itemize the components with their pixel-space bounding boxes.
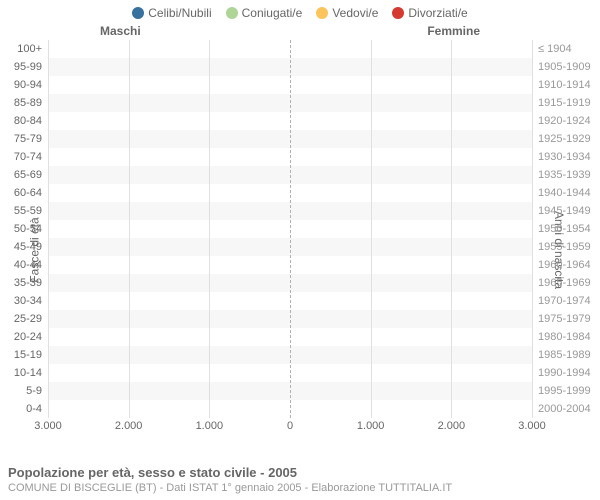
birth-label: 1935-1939 xyxy=(532,169,591,181)
age-label: 45-49 xyxy=(14,241,48,253)
birth-label: 1940-1944 xyxy=(532,187,591,199)
age-label: 40-44 xyxy=(14,259,48,271)
age-label: 50-54 xyxy=(14,223,48,235)
plot: 100+≤ 190495-991905-190990-941910-191485… xyxy=(48,40,532,418)
age-label: 70-74 xyxy=(14,151,48,163)
grid-line xyxy=(532,40,533,418)
age-label: 35-39 xyxy=(14,277,48,289)
age-label: 30-34 xyxy=(14,295,48,307)
birth-label: 1915-1919 xyxy=(532,97,591,109)
legend-label: Divorziati/e xyxy=(408,6,467,20)
legend-label: Celibi/Nubili xyxy=(148,6,211,20)
legend-label: Vedovi/e xyxy=(332,6,378,20)
age-label: 80-84 xyxy=(14,115,48,127)
legend-item: Vedovi/e xyxy=(316,6,378,20)
chart-subtitle: COMUNE DI BISCEGLIE (BT) - Dati ISTAT 1°… xyxy=(8,482,452,494)
x-tick-label: 3.000 xyxy=(34,420,62,432)
legend-swatch xyxy=(132,7,144,19)
age-label: 10-14 xyxy=(14,367,48,379)
birth-label: 1990-1994 xyxy=(532,367,591,379)
birth-label: 2000-2004 xyxy=(532,403,591,415)
birth-label: 1985-1989 xyxy=(532,349,591,361)
birth-label: 1945-1949 xyxy=(532,205,591,217)
chart-title: Popolazione per età, sesso e stato civil… xyxy=(8,465,452,480)
age-label: 5-9 xyxy=(26,385,48,397)
x-tick-label: 1.000 xyxy=(357,420,385,432)
legend-item: Divorziati/e xyxy=(392,6,467,20)
chart-container: Celibi/Nubili Coniugati/e Vedovi/e Divorzia… xyxy=(0,0,600,500)
male-label: Maschi xyxy=(100,24,141,38)
legend-swatch xyxy=(226,7,238,19)
x-axis: 3.0002.0001.00001.0002.0003.000 xyxy=(48,418,532,438)
birth-label: 1975-1979 xyxy=(532,313,591,325)
birth-label: 1965-1969 xyxy=(532,277,591,289)
legend: Celibi/Nubili Coniugati/e Vedovi/e Divorzia… xyxy=(0,0,600,20)
age-label: 55-59 xyxy=(14,205,48,217)
birth-label: 1970-1974 xyxy=(532,295,591,307)
legend-item: Coniugati/e xyxy=(226,6,303,20)
legend-swatch xyxy=(392,7,404,19)
birth-label: 1955-1959 xyxy=(532,241,591,253)
birth-label: 1950-1954 xyxy=(532,223,591,235)
birth-label: 1995-1999 xyxy=(532,385,591,397)
birth-label: 1905-1909 xyxy=(532,61,591,73)
legend-swatch xyxy=(316,7,328,19)
grid-line xyxy=(129,40,130,418)
x-tick-label: 3.000 xyxy=(518,420,546,432)
x-tick-label: 2.000 xyxy=(438,420,466,432)
center-line xyxy=(290,40,291,418)
age-label: 65-69 xyxy=(14,169,48,181)
grid-line xyxy=(451,40,452,418)
x-tick-label: 2.000 xyxy=(115,420,143,432)
age-label: 85-89 xyxy=(14,97,48,109)
birth-label: ≤ 1904 xyxy=(532,43,572,55)
footer: Popolazione per età, sesso e stato civil… xyxy=(8,465,452,494)
plot-area: 100+≤ 190495-991905-190990-941910-191485… xyxy=(48,40,532,438)
legend-label: Coniugati/e xyxy=(242,6,303,20)
age-label: 75-79 xyxy=(14,133,48,145)
age-label: 95-99 xyxy=(14,61,48,73)
age-label: 90-94 xyxy=(14,79,48,91)
grid-line xyxy=(371,40,372,418)
x-tick-label: 0 xyxy=(287,420,293,432)
birth-label: 1910-1914 xyxy=(532,79,591,91)
birth-label: 1920-1924 xyxy=(532,115,591,127)
gender-header: Maschi Femmine xyxy=(0,24,600,40)
age-label: 15-19 xyxy=(14,349,48,361)
legend-item: Celibi/Nubili xyxy=(132,6,211,20)
age-label: 60-64 xyxy=(14,187,48,199)
birth-label: 1980-1984 xyxy=(532,331,591,343)
birth-label: 1960-1964 xyxy=(532,259,591,271)
age-label: 100+ xyxy=(17,43,48,55)
x-tick-label: 1.000 xyxy=(196,420,224,432)
female-label: Femmine xyxy=(427,24,480,38)
birth-label: 1930-1934 xyxy=(532,151,591,163)
age-label: 20-24 xyxy=(14,331,48,343)
grid-line xyxy=(48,40,49,418)
grid-line xyxy=(209,40,210,418)
age-label: 0-4 xyxy=(26,403,48,415)
age-label: 25-29 xyxy=(14,313,48,325)
birth-label: 1925-1929 xyxy=(532,133,591,145)
